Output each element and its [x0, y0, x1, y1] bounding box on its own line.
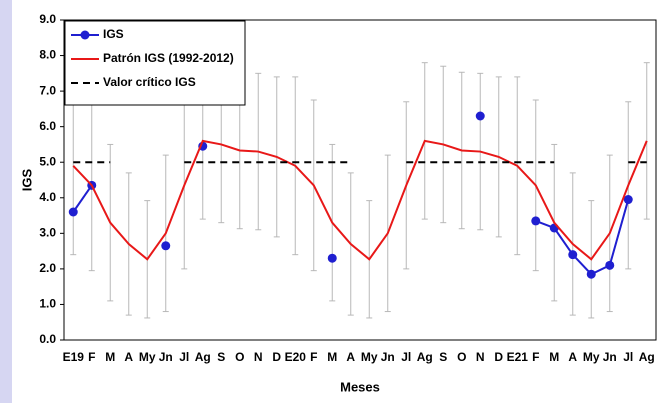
x-tick-label: F [532, 350, 539, 364]
y-tick-label: 2.0 [39, 261, 56, 275]
x-tick-label: Ag [417, 350, 433, 364]
x-tick-label: Jn [603, 350, 617, 364]
y-tick-label: 8.0 [39, 48, 56, 62]
data-point [475, 111, 485, 121]
x-tick-label: A [124, 350, 133, 364]
legend-marker [80, 30, 90, 40]
legend-label: Valor crítico IGS [103, 75, 196, 89]
x-tick-label: O [457, 350, 466, 364]
y-tick-label: 6.0 [39, 119, 56, 133]
x-tick-label: Jn [159, 350, 173, 364]
x-tick-label: E20 [285, 350, 307, 364]
data-point [568, 250, 578, 260]
y-tick-label: 4.0 [39, 190, 56, 204]
x-tick-label: O [235, 350, 244, 364]
x-tick-label: Jl [623, 350, 633, 364]
data-point [586, 269, 596, 279]
data-point [531, 216, 541, 226]
data-point [623, 195, 633, 205]
y-tick-label: 9.0 [39, 12, 56, 26]
data-point [161, 241, 171, 251]
y-tick-label: 3.0 [39, 226, 56, 240]
x-tick-label: N [254, 350, 263, 364]
data-point [605, 260, 615, 270]
x-tick-label: Jn [381, 350, 395, 364]
x-tick-label: M [105, 350, 115, 364]
legend-label: Patrón IGS (1992-2012) [103, 51, 234, 65]
x-tick-label: A [346, 350, 355, 364]
x-tick-label: E19 [63, 350, 85, 364]
data-point [327, 253, 337, 263]
series-line [72, 139, 648, 261]
y-tick-label: 7.0 [39, 83, 56, 97]
series-line [72, 184, 93, 213]
x-tick-label: My [583, 350, 600, 364]
y-tick-label: 5.0 [39, 154, 56, 168]
x-tick-label: M [549, 350, 559, 364]
x-tick-label: S [439, 350, 447, 364]
x-tick-label: My [139, 350, 156, 364]
x-tick-label: D [272, 350, 281, 364]
x-tick-label: S [217, 350, 225, 364]
side-strip [0, 0, 12, 403]
y-axis-label: IGS [19, 168, 34, 191]
y-tick-label: 1.0 [39, 297, 56, 311]
x-tick-label: Ag [195, 350, 211, 364]
x-tick-label: F [88, 350, 95, 364]
x-tick-label: M [327, 350, 337, 364]
x-tick-label: Jl [179, 350, 189, 364]
y-tick-label: 0.0 [39, 332, 56, 346]
legend-label: IGS [103, 27, 124, 41]
x-axis-label: Meses [340, 379, 380, 394]
x-tick-label: N [476, 350, 485, 364]
x-tick-label: Jl [401, 350, 411, 364]
x-tick-label: D [494, 350, 503, 364]
x-tick-label: F [310, 350, 317, 364]
x-tick-label: A [568, 350, 577, 364]
x-tick-label: Ag [639, 350, 655, 364]
data-point [68, 207, 78, 217]
x-tick-label: My [361, 350, 378, 364]
x-tick-label: E21 [507, 350, 529, 364]
